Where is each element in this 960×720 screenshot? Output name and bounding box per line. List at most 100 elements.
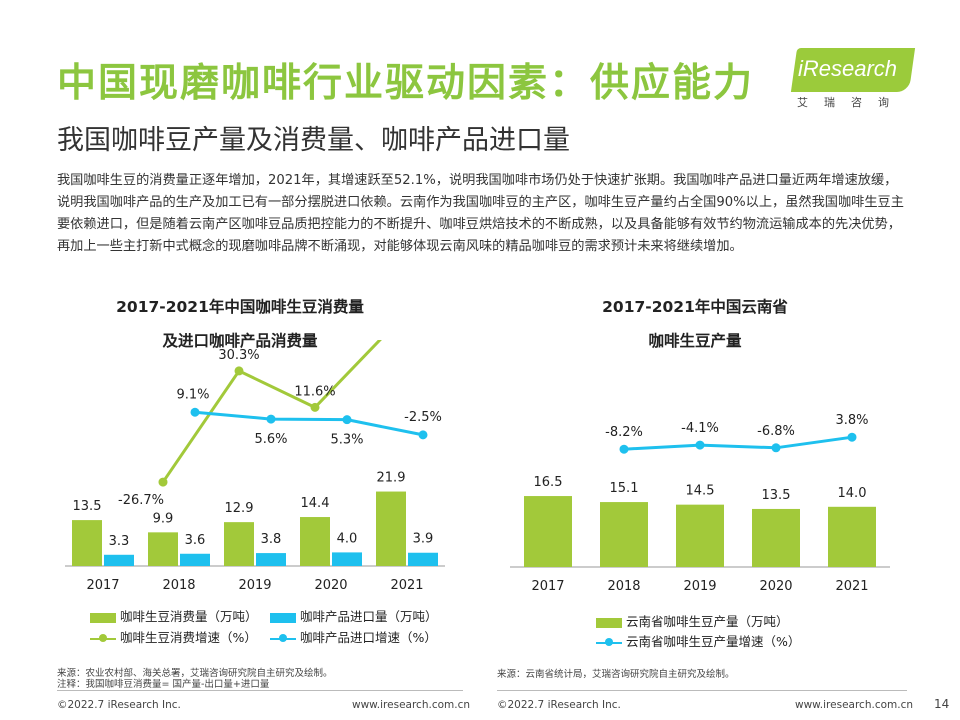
legend-item: 咖啡生豆消费量（万吨） <box>90 606 258 625</box>
bar-import <box>180 553 210 566</box>
data-label: 14.5 <box>686 484 715 499</box>
bar-consumption <box>300 517 330 566</box>
data-label: 3.9 <box>413 532 434 547</box>
point-consumption-growth <box>158 477 168 487</box>
bar-production <box>676 504 724 567</box>
data-label: 21.9 <box>377 471 406 486</box>
point-import-growth <box>190 407 200 417</box>
growth-label: 5.6% <box>254 432 287 447</box>
x-tick-label: 2017 <box>531 579 564 594</box>
legend-item: 咖啡生豆消费增速（%） <box>90 627 257 646</box>
legend-item: 咖啡产品进口量（万吨） <box>270 606 438 625</box>
bar-consumption <box>72 520 102 566</box>
data-label: 3.8 <box>261 532 282 547</box>
point-production-growth <box>619 444 629 454</box>
growth-label: -2.5% <box>404 410 442 425</box>
chart1-title-line2: 及进口咖啡产品消费量 <box>162 332 318 350</box>
chart2-source: 来源：云南省统计局，艾瑞咨询研究院自主研究及绘制。 <box>497 669 735 680</box>
legend-item: 咖啡产品进口增速（%） <box>270 627 437 646</box>
x-tick-label: 2019 <box>238 578 271 593</box>
chart1-source: 来源：农业农村部、海关总署，艾瑞咨询研究院自主研究及绘制。 <box>57 668 333 679</box>
line-production-growth <box>623 435 853 451</box>
x-tick-label: 2017 <box>86 578 119 593</box>
point-consumption-growth <box>310 402 320 412</box>
legend-label: 咖啡生豆消费增速（%） <box>120 630 257 645</box>
bar-consumption <box>376 491 406 566</box>
data-label: 14.0 <box>838 486 867 501</box>
x-tick-label: 2019 <box>683 579 716 594</box>
bar-production <box>828 506 876 567</box>
data-label: 3.3 <box>109 534 130 549</box>
legend-label: 云南省咖啡生豆产量（万吨） <box>626 614 789 629</box>
x-tick-label: 2021 <box>390 578 423 593</box>
chart1-title-line1: 2017-2021年中国咖啡生豆消费量 <box>116 298 364 316</box>
data-label: 9.9 <box>153 511 174 526</box>
bar-consumption <box>224 522 254 566</box>
legend-swatch <box>596 637 622 648</box>
bar-production <box>524 496 572 567</box>
footer-divider <box>497 690 907 691</box>
point-import-growth <box>266 414 276 424</box>
growth-label: -8.2% <box>605 425 643 440</box>
point-consumption-growth <box>234 366 244 376</box>
logo-cn-text: 艾瑞咨询 <box>797 96 905 109</box>
legend-label: 咖啡产品进口量（万吨） <box>300 609 438 624</box>
footer-url[interactable]: www.iresearch.com.cn <box>352 699 471 711</box>
footer-url[interactable]: www.iresearch.com.cn <box>795 699 914 711</box>
description-paragraph: 我国咖啡生豆的消费量正逐年增加，2021年，其增速跃至52.1%，说明我国咖啡市… <box>57 173 904 254</box>
x-tick-label: 2021 <box>835 579 868 594</box>
legend-swatch <box>596 617 622 628</box>
logo-text: iResearch <box>798 56 898 81</box>
growth-label: 9.1% <box>176 387 209 402</box>
data-label: 4.0 <box>337 531 358 546</box>
bar-production <box>600 502 648 567</box>
legend-swatch <box>90 633 116 644</box>
chart2-title-line1: 2017-2021年中国云南省 <box>602 298 788 316</box>
data-label: 3.6 <box>185 533 206 548</box>
x-tick-label: 2018 <box>162 578 195 593</box>
bar-import <box>256 553 286 566</box>
chart2-title-line2: 咖啡生豆产量 <box>648 332 742 350</box>
legend-swatch <box>90 612 116 623</box>
legend-swatch <box>270 612 296 623</box>
legend-item: 云南省咖啡生豆产量增速（%） <box>596 631 800 650</box>
legend-label: 云南省咖啡生豆产量增速（%） <box>626 634 801 649</box>
point-production-growth <box>695 440 705 450</box>
data-label: 15.1 <box>610 481 639 496</box>
point-production-growth <box>847 432 857 442</box>
chart1-note: 注释：我国咖啡豆消费量= 国产量-出口量+进口量 <box>57 679 270 690</box>
growth-label: 3.8% <box>835 413 868 428</box>
bar-import <box>408 552 438 566</box>
data-label: 13.5 <box>762 488 791 503</box>
x-tick-label: 2018 <box>607 579 640 594</box>
growth-label: 30.3% <box>218 348 259 363</box>
growth-label: -6.8% <box>757 424 795 439</box>
point-production-growth <box>771 443 781 453</box>
x-tick-label: 2020 <box>314 578 347 593</box>
growth-label: 5.3% <box>330 433 363 448</box>
data-label: 14.4 <box>301 496 330 511</box>
bar-import <box>104 554 134 566</box>
growth-label: -4.1% <box>681 421 719 436</box>
chart1-title: 2017-2021年中国咖啡生豆消费量 及进口咖啡产品消费量 <box>60 290 420 358</box>
line-consumption-growth <box>161 340 382 483</box>
x-tick-label: 2020 <box>759 579 792 594</box>
legend-label: 咖啡生豆消费量（万吨） <box>120 609 258 624</box>
growth-label: 11.6% <box>294 384 335 399</box>
chart1-svg: 13.5 3.3 2017 9.9 3.6 2018 12.9 3.8 2019 14.4 4.0 2… <box>65 340 445 593</box>
chart2-title: 2017-2021年中国云南省 咖啡生豆产量 <box>510 290 880 358</box>
line-import-growth <box>194 410 424 437</box>
page-number: 14 <box>934 697 950 711</box>
point-import-growth <box>342 415 352 425</box>
page-subtitle: 我国咖啡豆产量及消费量、咖啡产品进口量 <box>57 125 570 156</box>
footer-divider <box>57 690 463 691</box>
data-label: 12.9 <box>225 501 254 516</box>
point-import-growth <box>418 430 428 440</box>
bar-consumption <box>148 532 178 566</box>
footer-copyright: ©2022.7 iResearch Inc. <box>57 699 181 711</box>
legend-swatch <box>270 633 296 644</box>
bar-import <box>332 552 362 566</box>
page-title: 中国现磨咖啡行业驱动因素：供应能力 <box>57 61 755 106</box>
legend-item: 云南省咖啡生豆产量（万吨） <box>596 611 789 630</box>
growth-label: -26.7% <box>118 493 164 508</box>
